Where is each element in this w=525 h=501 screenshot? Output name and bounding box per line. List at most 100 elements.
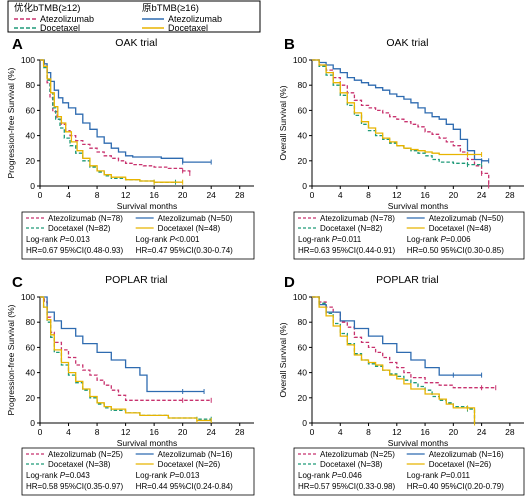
hr-orig-text: HR=0.50 95%CI(0.30-0.85) <box>407 246 505 255</box>
x-tick-label: 12 <box>392 427 402 437</box>
y-tick-label: 60 <box>298 105 308 115</box>
x-tick-label: 24 <box>206 190 216 200</box>
km-curve-orig-doce <box>312 296 476 423</box>
chart-title: POPLAR trial <box>376 274 438 286</box>
p-value: =0.043 <box>65 471 90 480</box>
x-tick-label: 8 <box>95 190 100 200</box>
logrank-text: Log-rank P<0.001 <box>136 235 200 244</box>
y-tick-label: 40 <box>26 368 36 378</box>
stats-legend-orig-doce: Docetaxel (N=26) <box>429 460 492 469</box>
km-curve-orig-atezo <box>40 296 205 393</box>
y-tick-label: 100 <box>21 55 35 65</box>
logrank-text: Log-rank P=0.011 <box>298 235 362 244</box>
legend-label-opt-doce: Docetaxel <box>40 23 80 33</box>
panel-label: B <box>284 36 295 53</box>
hr-opt-text: HR=0.58 95%CI(0.35-0.97) <box>26 482 124 491</box>
logrank-label: Log-rank <box>407 235 441 244</box>
y-tick-label: 100 <box>293 55 307 65</box>
p-symbol: P <box>440 471 446 480</box>
p-value: =0.013 <box>175 471 200 480</box>
stats-legend-orig-doce: Docetaxel (N=48) <box>429 224 492 233</box>
x-tick-label: 20 <box>178 190 188 200</box>
y-tick-label: 40 <box>298 131 308 141</box>
x-axis-label: Survival months <box>117 438 177 448</box>
stats-legend-orig-doce: Docetaxel (N=48) <box>158 224 221 233</box>
x-tick-label: 16 <box>420 427 430 437</box>
stats-legend-opt-doce: Docetaxel (N=38) <box>48 460 111 469</box>
stats-box <box>21 447 255 496</box>
y-tick-label: 0 <box>30 181 35 191</box>
logrank-text: Log-rank P=0.046 <box>298 471 362 480</box>
x-tick-label: 28 <box>235 190 245 200</box>
x-tick-label: 4 <box>66 190 71 200</box>
x-tick-label: 12 <box>121 190 131 200</box>
x-tick-label: 12 <box>392 190 402 200</box>
stats-legend-orig-atezo: Atezolizumab (N=50) <box>429 214 504 223</box>
km-curve-opt-doce <box>40 59 176 183</box>
x-tick-label: 0 <box>38 190 43 200</box>
top-legend: 优化bTMB(≥12) 原bTMB(≥16) Atezolizumab Atez… <box>7 0 261 33</box>
x-axis-label: Survival months <box>117 201 177 211</box>
legend-label-orig-doce: Docetaxel <box>168 23 208 33</box>
panel-label: C <box>12 274 23 291</box>
x-tick-label: 28 <box>505 427 515 437</box>
y-tick-label: 20 <box>26 393 36 403</box>
y-tick-label: 40 <box>298 368 308 378</box>
hr-opt-text: HR=0.63 95%CI(0.44-0.91) <box>298 246 396 255</box>
x-tick-label: 20 <box>449 190 459 200</box>
panel-d: D POPLAR trial 0 20 40 60 80 100 0 4 8 12 16 20 24 28 Ov… <box>278 274 525 496</box>
y-tick-label: 40 <box>26 131 36 141</box>
y-tick-label: 0 <box>30 418 35 428</box>
x-tick-label: 16 <box>149 427 159 437</box>
km-curve-orig-atezo <box>40 59 212 163</box>
legend-header-optimized: 优化bTMB(≥12) <box>14 2 80 14</box>
logrank-text: Log-rank P=0.011 <box>407 471 471 480</box>
x-axis-label: Survival months <box>388 201 448 211</box>
stats-box <box>21 211 255 260</box>
hr-orig-text: HR=0.40 95%CI(0.20-0.79) <box>407 482 505 491</box>
x-tick-label: 4 <box>338 190 343 200</box>
logrank-label: Log-rank <box>407 471 441 480</box>
y-tick-label: 80 <box>26 317 36 327</box>
logrank-text: Log-rank P=0.006 <box>407 235 471 244</box>
x-tick-label: 12 <box>121 427 131 437</box>
x-axis-label: Survival months <box>388 438 448 448</box>
x-tick-label: 28 <box>235 427 245 437</box>
x-tick-label: 24 <box>477 190 487 200</box>
y-tick-label: 100 <box>293 292 307 302</box>
x-tick-label: 20 <box>178 427 188 437</box>
panel-c: C POPLAR trial 0 20 40 60 80 100 0 4 8 12 16 20 24 28 Pr… <box>6 274 255 496</box>
y-tick-label: 0 <box>302 181 307 191</box>
stats-legend-opt-atezo: Atezolizumab (N=25) <box>48 450 123 459</box>
p-value: =0.006 <box>446 235 471 244</box>
y-tick-label: 100 <box>21 292 35 302</box>
km-curve-opt-atezo <box>312 296 496 389</box>
x-tick-label: 16 <box>149 190 159 200</box>
x-tick-label: 8 <box>366 427 371 437</box>
stats-legend-opt-atezo: Atezolizumab (N=25) <box>320 450 395 459</box>
x-tick-label: 16 <box>420 190 430 200</box>
hr-orig-text: HR=0.44 95%CI(0.24-0.84) <box>136 482 234 491</box>
x-tick-label: 8 <box>366 190 371 200</box>
y-axis-label: Progression-free Survival (%) <box>6 67 16 178</box>
stats-legend-opt-doce: Docetaxel (N=38) <box>320 460 383 469</box>
stats-legend-opt-doce: Docetaxel (N=82) <box>48 224 111 233</box>
stats-legend-orig-doce: Docetaxel (N=26) <box>158 460 221 469</box>
x-tick-label: 4 <box>66 427 71 437</box>
p-symbol: P <box>60 471 66 480</box>
y-tick-label: 60 <box>298 342 308 352</box>
y-tick-label: 80 <box>298 80 308 90</box>
x-tick-label: 0 <box>310 190 315 200</box>
legend-label-opt-atezo: Atezolizumab <box>40 14 94 24</box>
km-curve-orig-doce <box>312 59 482 156</box>
p-symbol: P <box>332 471 338 480</box>
panel-a: A OAK trial 0 20 40 60 80 100 0 4 8 12 16 20 24 28 Progr… <box>6 36 255 260</box>
p-value: =0.011 <box>446 471 471 480</box>
panel-b: B OAK trial 0 20 40 60 80 100 0 4 8 12 16 20 24 28 Overa… <box>278 36 525 260</box>
x-tick-label: 20 <box>449 427 459 437</box>
logrank-label: Log-rank <box>26 471 60 480</box>
km-curve-opt-atezo <box>40 296 212 401</box>
x-tick-label: 24 <box>206 427 216 437</box>
p-symbol: P <box>169 235 175 244</box>
